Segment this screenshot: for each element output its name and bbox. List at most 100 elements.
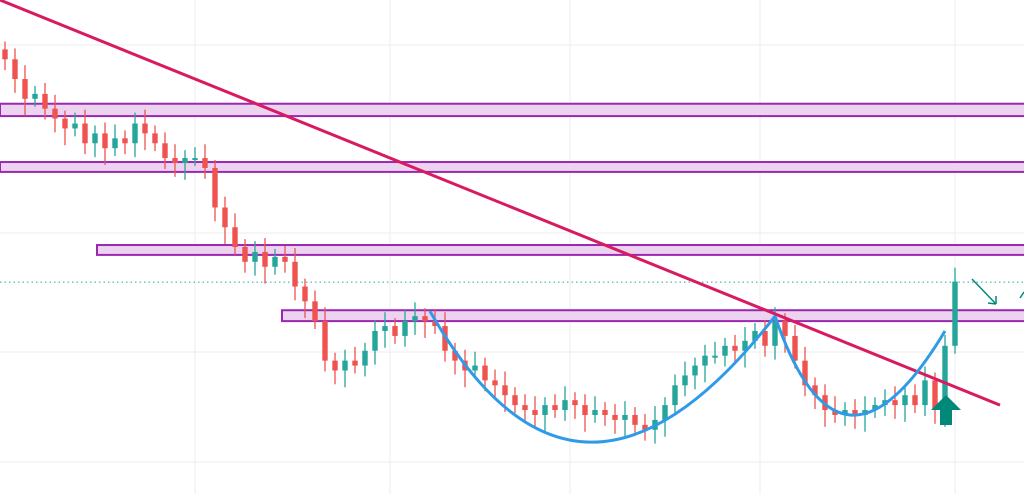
candle-down <box>502 385 508 396</box>
candle-down <box>82 123 88 144</box>
candle-down <box>512 395 518 406</box>
candle-down <box>612 414 618 420</box>
candle-down <box>352 360 358 366</box>
candle-down <box>452 350 458 361</box>
candle-up <box>132 123 138 144</box>
candle-down <box>102 133 108 149</box>
candle-down <box>42 93 48 109</box>
candle-up <box>742 340 748 351</box>
candle-down <box>312 301 318 322</box>
candle-down <box>582 405 588 415</box>
candle-up <box>72 123 78 129</box>
candle-down <box>552 405 558 411</box>
candle-down <box>262 251 268 267</box>
candle-up <box>412 316 418 322</box>
candle-up <box>662 405 668 420</box>
candle-up <box>952 281 958 346</box>
candle-up <box>752 330 758 341</box>
cup-curve <box>428 310 777 444</box>
candle-up <box>722 345 728 356</box>
price-zone <box>281 309 1024 323</box>
candle-down <box>2 49 8 60</box>
candle-down <box>812 385 818 396</box>
candle-down <box>62 118 68 129</box>
candle-down <box>302 286 308 302</box>
candle-up <box>92 133 98 144</box>
candle-down <box>832 410 838 415</box>
support-resistance-zones <box>0 102 1024 323</box>
candle-down <box>142 123 148 134</box>
candle-down <box>782 321 788 336</box>
candle-down <box>802 360 808 386</box>
candle-down <box>122 138 128 144</box>
candle-down <box>632 414 638 425</box>
candle-down <box>162 143 168 159</box>
candle-down <box>492 380 498 386</box>
candle-up <box>252 251 258 262</box>
cup-curves <box>428 310 947 444</box>
candle-up <box>192 158 198 161</box>
candle-down <box>322 321 328 361</box>
candle-up <box>272 256 278 267</box>
candle-down <box>292 261 298 287</box>
candle-down <box>792 335 798 361</box>
candle-up <box>682 375 688 386</box>
candle-up <box>902 395 908 406</box>
candle-down <box>172 158 178 164</box>
candle-up <box>942 345 948 411</box>
candle-down <box>212 167 218 208</box>
trendline[interactable] <box>0 0 1001 407</box>
candle-down <box>232 227 238 247</box>
candle-down <box>12 59 18 80</box>
candle-up <box>592 410 598 415</box>
candle-down <box>572 400 578 406</box>
price-zone <box>0 102 1024 118</box>
candle-up <box>842 410 848 415</box>
candle-up <box>702 355 708 366</box>
candle-up <box>382 326 388 331</box>
candle-up <box>32 93 38 99</box>
candle-up <box>372 330 378 351</box>
candle-up <box>542 405 548 415</box>
candle-down <box>222 207 228 228</box>
candle-down <box>932 380 938 411</box>
candle-down <box>642 424 648 430</box>
candle-down <box>332 360 338 371</box>
candle-down <box>282 256 288 262</box>
cup-curve <box>773 315 947 417</box>
candle-up <box>622 414 628 420</box>
candle-up <box>672 385 678 406</box>
candle-down <box>482 365 488 381</box>
candle-up <box>402 321 408 336</box>
candle-down <box>522 405 528 411</box>
arrow-up-right-icon <box>1019 291 1024 299</box>
candle-up <box>112 138 118 149</box>
candle-up <box>182 158 188 164</box>
price-zone <box>0 161 1024 173</box>
candle-up <box>872 405 878 411</box>
candle-up <box>472 365 478 371</box>
candle-down <box>392 326 398 336</box>
candle-down <box>432 321 438 327</box>
price-zone <box>96 244 1024 256</box>
candle-up <box>342 360 348 371</box>
projection-arrows <box>971 278 1024 305</box>
candle-down <box>242 247 248 262</box>
candle-down <box>912 395 918 406</box>
candle-down <box>532 410 538 415</box>
candle-down <box>762 330 768 346</box>
candle-up <box>362 350 368 366</box>
candle-down <box>852 410 858 415</box>
candle-down <box>52 108 58 119</box>
candle-down <box>602 410 608 415</box>
candle-down <box>422 316 428 322</box>
candle-up <box>692 365 698 376</box>
candle-down <box>892 400 898 406</box>
arrow-down-right-icon <box>971 278 997 305</box>
candle-up <box>922 380 928 406</box>
candle-up <box>562 400 568 411</box>
candle-up <box>772 321 778 346</box>
candle-up <box>712 355 718 358</box>
candle-down <box>152 133 158 144</box>
